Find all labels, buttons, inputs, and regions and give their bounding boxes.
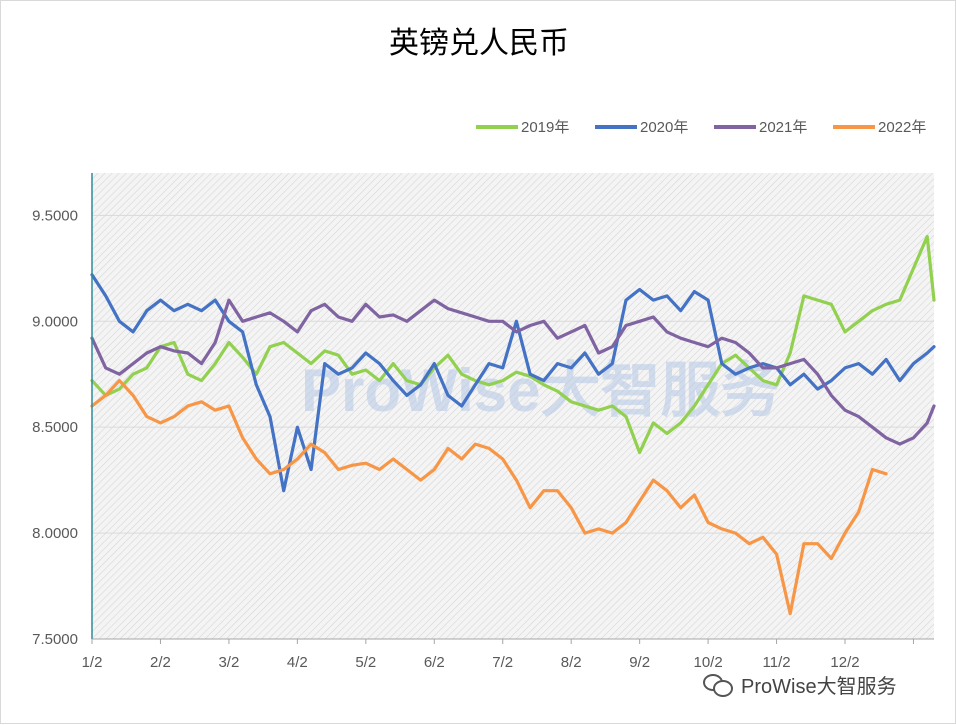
legend-label-1: 2020年 [640,119,688,136]
y-tick-label: 9.5000 [32,207,78,224]
y-axis-ticks: 7.5000 8.0000 8.5000 9.0000 9.5000 [32,207,78,648]
x-tick-label: 8/2 [561,654,582,671]
y-tick-label: 9.0000 [32,313,78,330]
legend-label-2: 2021年 [759,119,807,136]
y-tick-label: 8.0000 [32,525,78,542]
watermark: ProWise大智服务 [301,357,781,424]
x-tick-label: 2/2 [150,654,171,671]
x-tick-label: 4/2 [287,654,308,671]
y-tick-label: 7.5000 [32,631,78,648]
gridlines [92,214,934,534]
x-tick-label: 7/2 [492,654,513,671]
y-tick-label: 8.5000 [32,419,78,436]
series-line-0 [90,234,936,455]
x-tick-label: 3/2 [218,654,239,671]
wechat-icon [703,672,735,697]
x-tick-label: 1/2 [82,654,103,671]
legend-label-3: 2022年 [878,119,926,136]
series-line-1 [90,273,936,493]
plot-area [92,173,934,639]
legend: 2019年 2020年 2021年 2022年 [476,119,926,136]
x-tick-label: 5/2 [355,654,376,671]
footer-text: ProWise大智服务 [741,675,897,698]
legend-label-0: 2019年 [521,119,569,136]
x-tick-label: 9/2 [629,654,650,671]
x-axis-ticks: 1/2 2/2 3/2 4/2 5/2 6/2 7/2 8/2 9/2 10/2 11/2 12/2 [82,639,914,671]
x-tick-label: 6/2 [424,654,445,671]
series-line-2 [90,298,936,446]
chart-title: 英镑兑人民币 [389,26,569,61]
series-layer [90,234,936,616]
x-tick-label: 10/2 [693,654,722,671]
axes [91,173,934,640]
series-line-3 [90,379,888,616]
x-tick-label: 12/2 [830,654,859,671]
footer: ProWise大智服务 [703,669,897,699]
x-tick-label: 11/2 [763,654,791,671]
